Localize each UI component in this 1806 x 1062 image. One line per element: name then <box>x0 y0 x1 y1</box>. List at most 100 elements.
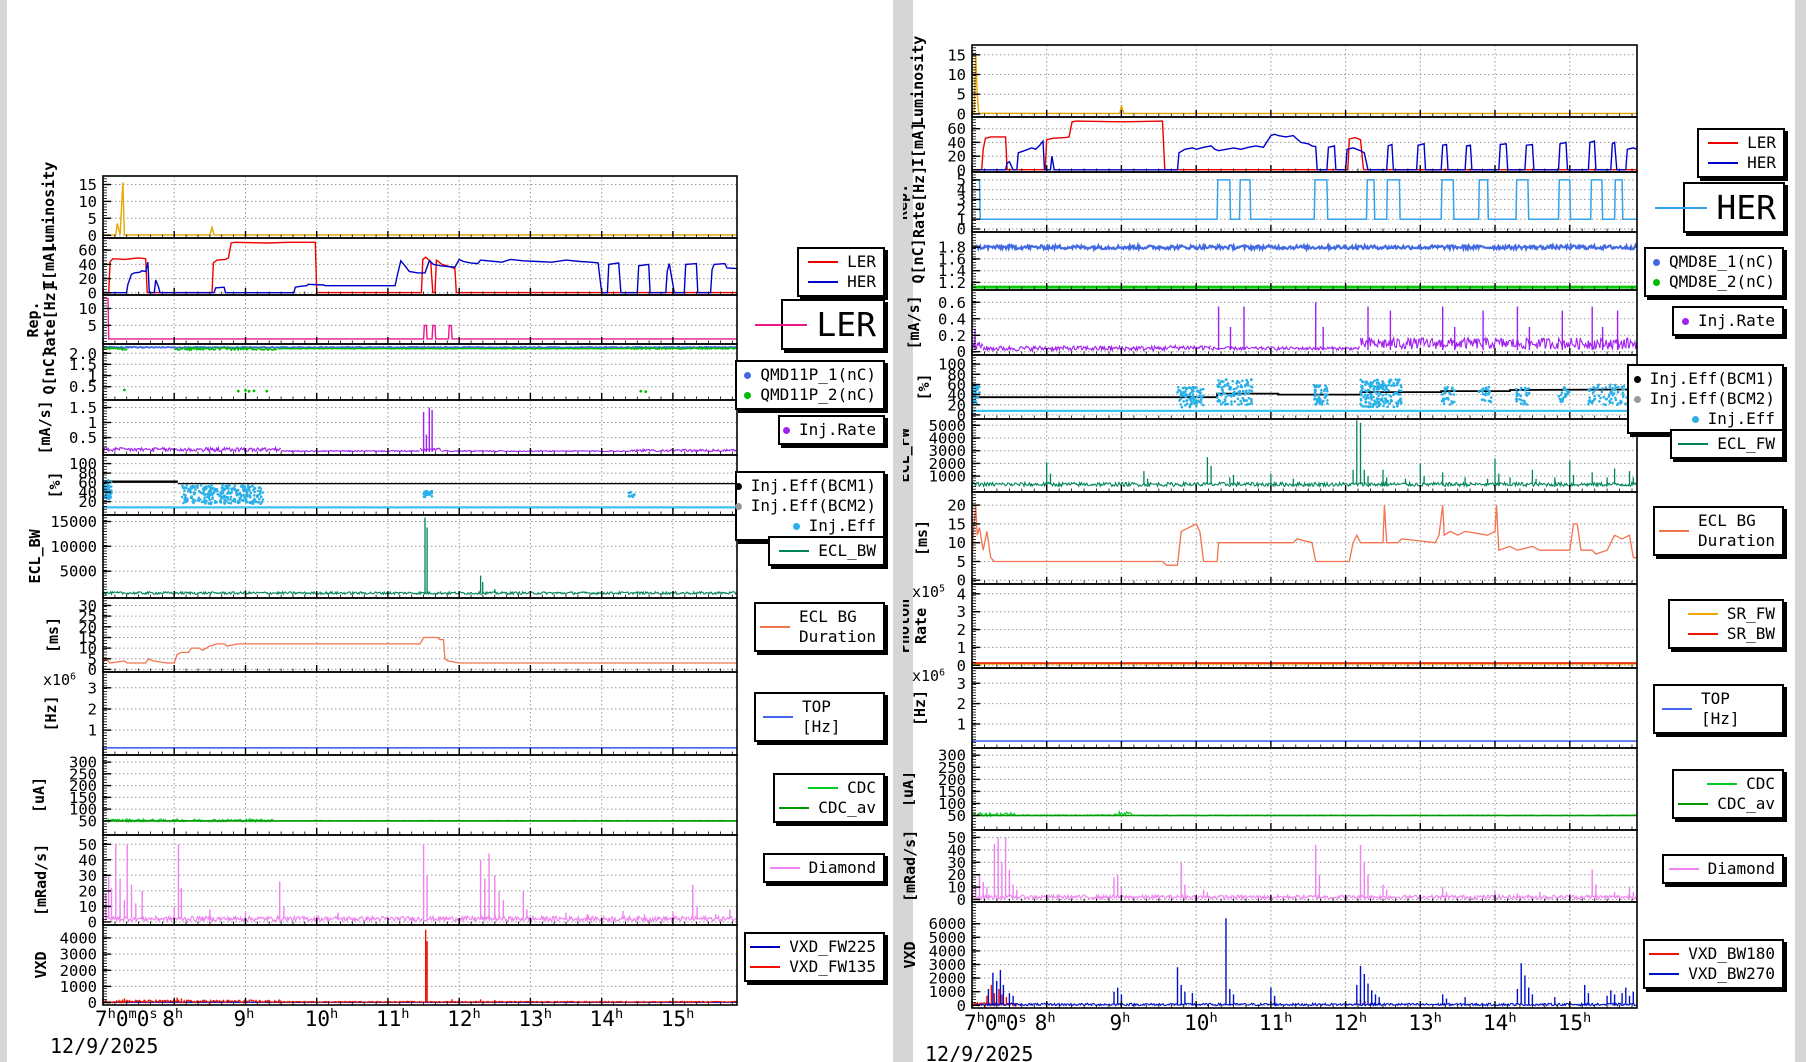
legend-line-swatch <box>1688 613 1718 615</box>
legend-line-swatch <box>808 281 838 283</box>
svg-text:300: 300 <box>938 747 966 765</box>
legend-dot-swatch <box>744 392 751 399</box>
series-QMD11P_2-low <box>123 389 647 393</box>
svg-text:0: 0 <box>957 657 966 675</box>
legend-label: CDC_av <box>1717 794 1775 814</box>
legend-label: HER <box>1747 153 1776 173</box>
legend-right-rep-rate-ring: HER <box>1683 182 1785 233</box>
left-row-diamond <box>103 844 736 921</box>
legend-entry: SR_BW <box>1677 624 1775 644</box>
svg-text:15000: 15000 <box>50 513 97 531</box>
legend-label: VXD_FW225 <box>789 937 876 957</box>
legend-left-rep-rate-ring: LER <box>781 299 885 350</box>
legend-right-inj-eff: Inj.Eff(BCM1)Inj.Eff(BCM2)Inj.Eff <box>1627 364 1784 434</box>
legend-dot-swatch <box>1692 416 1699 423</box>
svg-text:15: 15 <box>78 176 97 194</box>
svg-text:300: 300 <box>69 754 97 772</box>
svg-text:12h​: 12h​ <box>447 1006 481 1031</box>
legend-label: TOP [Hz] <box>802 697 876 737</box>
svg-text:[uA]: [uA] <box>903 771 917 807</box>
legend-left-ecl-bg: ECL BG Duration <box>754 602 885 652</box>
legend-entry: Diamond <box>1671 859 1775 879</box>
legend-entry: HER <box>1706 153 1776 173</box>
left-row-luminosity <box>103 182 737 235</box>
legend-dot-swatch <box>783 427 790 434</box>
svg-text:7h​0m​0s​: 7h​0m​0s​ <box>964 1010 1027 1035</box>
legend-label: Inj.Eff(BCM1) <box>1650 369 1775 389</box>
right-row-ecl-bg <box>972 505 1637 565</box>
right-row-diamond <box>972 837 1636 899</box>
legend-entry: CDC_av <box>782 798 876 818</box>
legend-line-swatch <box>1659 530 1689 532</box>
legend-label: Inj.Eff(BCM2) <box>751 496 876 516</box>
legend-line-swatch <box>779 550 809 552</box>
svg-text:14h​: 14h​ <box>590 1006 624 1031</box>
svg-text:Rate[Hz]: Rate[Hz] <box>910 166 928 238</box>
svg-text:ECL_BW: ECL_BW <box>26 528 44 583</box>
svg-text:[mRad/s]: [mRad/s] <box>903 830 919 902</box>
legend-right-diamond: Diamond <box>1662 854 1784 884</box>
right-row-inj-rate <box>972 302 1637 351</box>
svg-text:Luminosity: Luminosity <box>909 36 927 126</box>
svg-text:VXD: VXD <box>903 941 919 968</box>
legend-label: Inj.Eff(BCM1) <box>751 476 876 496</box>
legend-line-swatch <box>779 807 809 809</box>
right-row-vxd <box>972 918 1637 1005</box>
svg-text:7h​0m​0s​: 7h​0m​0s​ <box>95 1006 158 1031</box>
svg-text:15h​: 15h​ <box>1558 1010 1592 1035</box>
legend-right-inj-rate: Inj.Rate <box>1672 306 1784 336</box>
svg-text:15: 15 <box>947 515 966 533</box>
series-luminosity <box>103 182 737 235</box>
svg-text:9h​: 9h​ <box>1109 1010 1130 1035</box>
svg-text:20: 20 <box>78 882 97 900</box>
svg-text:[%]: [%] <box>915 373 933 400</box>
legend-dot-swatch <box>1653 259 1660 266</box>
svg-text:20: 20 <box>947 497 966 515</box>
series-ECL_BW-spikes <box>246 518 495 594</box>
svg-text:2: 2 <box>88 700 97 718</box>
legend-label: HER <box>1716 187 1776 228</box>
legend-label: Inj.Rate <box>1698 311 1775 331</box>
svg-text:15h​: 15h​ <box>661 1006 695 1031</box>
legend-entry: QMD11P_2(nC) <box>744 385 876 405</box>
series-Diamond-spikes <box>106 844 730 919</box>
svg-text:10: 10 <box>947 66 966 84</box>
legend-left-ler-her: LERHER <box>797 247 885 297</box>
svg-text:x106​: x106​ <box>43 671 76 689</box>
legend-label: CDC_av <box>818 798 876 818</box>
series-inj-rate-spikes <box>975 302 1618 350</box>
legend-label: Inj.Eff(BCM2) <box>1650 389 1775 409</box>
legend-entry: ECL_FW <box>1679 434 1775 454</box>
legend-right-qmd: QMD8E_1(nC)QMD8E_2(nC) <box>1644 247 1784 297</box>
legend-right-ler-her: LERHER <box>1697 128 1785 178</box>
legend-line-swatch <box>750 966 780 968</box>
legend-entry: ECL_BW <box>777 541 876 561</box>
legend-entry: QMD11P_1(nC) <box>744 365 876 385</box>
svg-text:12h​: 12h​ <box>1334 1010 1368 1035</box>
beam-background-monitor: 12/9/2025 12/9/2025 051015Luminosity0204… <box>0 0 1806 1062</box>
svg-text:[ms]: [ms] <box>44 617 62 653</box>
legend-entry: TOP [Hz] <box>763 697 876 737</box>
svg-text:4000: 4000 <box>60 929 97 947</box>
legend-entry: Diamond <box>772 858 876 878</box>
legend-label: Inj.Eff <box>809 516 876 536</box>
legend-dot-swatch <box>793 523 800 530</box>
legend-label: QMD8E_1(nC) <box>1669 252 1775 272</box>
legend-left-vxd: VXD_FW225VXD_FW135 <box>744 932 885 982</box>
svg-text:[ms]: [ms] <box>913 520 931 556</box>
legend-line-swatch <box>1649 953 1679 955</box>
svg-text:[Hz]: [Hz] <box>42 695 60 731</box>
svg-text:100: 100 <box>69 455 97 473</box>
series-QMD8E_1 <box>972 245 1636 249</box>
series-HER <box>972 134 1637 170</box>
legend-entry: TOP [Hz] <box>1662 689 1775 729</box>
legend-label: ECL BG Duration <box>799 607 876 647</box>
legend-right-vxd: VXD_BW180VXD_BW270 <box>1643 939 1784 989</box>
legend-entry: CDC <box>782 778 876 798</box>
svg-text:1: 1 <box>88 722 97 740</box>
svg-text:ECL_FW: ECL_FW <box>903 427 913 482</box>
legend-left-ecl-bw: ECL_BW <box>768 536 885 566</box>
legend-label: Inj.Eff <box>1708 409 1775 429</box>
svg-text:5000: 5000 <box>929 417 966 435</box>
legend-label: SR_BW <box>1727 624 1775 644</box>
